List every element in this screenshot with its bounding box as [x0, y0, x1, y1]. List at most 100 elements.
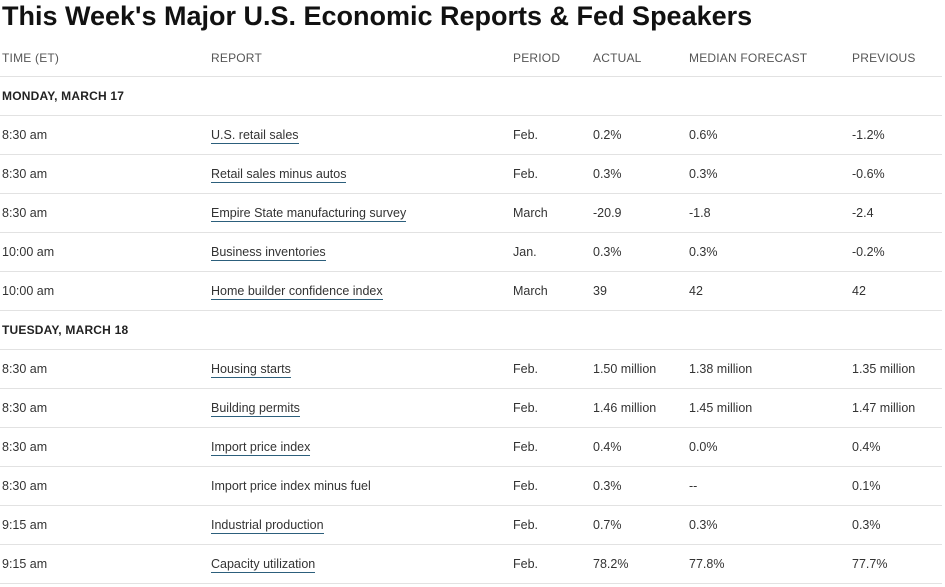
actual-cell: 0.4% [591, 427, 687, 467]
period-cell: March [511, 271, 591, 311]
report-link[interactable]: U.S. retail sales [211, 127, 299, 144]
header-period: PERIOD [511, 40, 591, 77]
median-forecast-cell: 0.0% [687, 427, 850, 467]
period-cell: Feb. [511, 505, 591, 545]
time-cell: 8:30 am [0, 427, 209, 467]
header-actual: ACTUAL [591, 40, 687, 77]
report-cell: Import price index [209, 427, 511, 467]
header-median-forecast: MEDIAN FORECAST [687, 40, 850, 77]
previous-cell: 77.7% [850, 544, 942, 584]
report-cell: Capacity utilization [209, 544, 511, 584]
day-header-row: MONDAY, MARCH 17 [0, 76, 942, 116]
time-cell: 9:15 am [0, 544, 209, 584]
median-forecast-cell: 0.3% [687, 154, 850, 194]
median-forecast-cell: 42 [687, 271, 850, 311]
time-cell: 9:15 am [0, 505, 209, 545]
actual-cell: 0.3% [591, 154, 687, 194]
median-forecast-cell: 77.8% [687, 544, 850, 584]
report-link[interactable]: Building permits [211, 400, 300, 417]
time-cell: 8:30 am [0, 388, 209, 428]
table-row: 9:15 am Industrial production Feb. 0.7% 0.3%… [0, 505, 942, 545]
time-cell: 8:30 am [0, 154, 209, 194]
actual-cell: 1.46 million [591, 388, 687, 428]
period-cell: Feb. [511, 154, 591, 194]
header-time: TIME (ET) [0, 40, 209, 77]
table-row: 8:30 am Import price index minus fuel Feb.… [0, 466, 942, 506]
time-cell: 10:00 am [0, 232, 209, 272]
reports-table: TIME (ET) REPORT PERIOD ACTUAL MEDIAN FO… [0, 40, 942, 584]
actual-cell: 78.2% [591, 544, 687, 584]
report-name: Import price index minus fuel [211, 478, 371, 493]
actual-cell: 0.7% [591, 505, 687, 545]
actual-cell: 1.50 million [591, 349, 687, 389]
day-header-row: TUESDAY, MARCH 18 [0, 310, 942, 350]
period-cell: March [511, 193, 591, 233]
actual-cell: 0.3% [591, 466, 687, 506]
table-row: 8:30 am Housing starts Feb. 1.50 million 1.3… [0, 349, 942, 389]
period-cell: Feb. [511, 466, 591, 506]
previous-cell: -0.2% [850, 232, 942, 272]
header-report: REPORT [209, 40, 511, 77]
previous-cell: 0.4% [850, 427, 942, 467]
time-cell: 8:30 am [0, 466, 209, 506]
table-row: 10:00 am Home builder confidence index Mar… [0, 271, 942, 311]
table-row: 9:15 am Capacity utilization Feb. 78.2% 77.8… [0, 544, 942, 584]
period-cell: Feb. [511, 115, 591, 155]
table-header: TIME (ET) REPORT PERIOD ACTUAL MEDIAN FO… [0, 40, 942, 77]
header-previous: PREVIOUS [850, 40, 942, 77]
report-link[interactable]: Business inventories [211, 244, 326, 261]
report-link[interactable]: Import price index [211, 439, 311, 456]
report-cell: Empire State manufacturing survey [209, 193, 511, 233]
actual-cell: 0.3% [591, 232, 687, 272]
actual-cell: -20.9 [591, 193, 687, 233]
previous-cell: -1.2% [850, 115, 942, 155]
period-cell: Jan. [511, 232, 591, 272]
report-cell: Import price index minus fuel [209, 466, 511, 506]
report-cell: Housing starts [209, 349, 511, 389]
previous-cell: 1.35 million [850, 349, 942, 389]
report-cell: Business inventories [209, 232, 511, 272]
report-cell: Building permits [209, 388, 511, 428]
time-cell: 10:00 am [0, 271, 209, 311]
period-cell: Feb. [511, 544, 591, 584]
median-forecast-cell: 0.3% [687, 232, 850, 272]
previous-cell: 0.1% [850, 466, 942, 506]
median-forecast-cell: 0.6% [687, 115, 850, 155]
day-label: MONDAY, MARCH 17 [0, 76, 942, 116]
table-row: 8:30 am Building permits Feb. 1.46 million 1… [0, 388, 942, 428]
table-body: MONDAY, MARCH 17 8:30 am U.S. retail sales… [0, 76, 942, 584]
report-cell: U.S. retail sales [209, 115, 511, 155]
report-link[interactable]: Industrial production [211, 517, 324, 534]
time-cell: 8:30 am [0, 193, 209, 233]
report-cell: Home builder confidence index [209, 271, 511, 311]
day-label: TUESDAY, MARCH 18 [0, 310, 942, 350]
report-link[interactable]: Retail sales minus autos [211, 166, 347, 183]
header-row: TIME (ET) REPORT PERIOD ACTUAL MEDIAN FO… [0, 40, 942, 77]
table-row: 8:30 am Empire State manufacturing survey… [0, 193, 942, 233]
report-link[interactable]: Home builder confidence index [211, 283, 383, 300]
median-forecast-cell: 0.3% [687, 505, 850, 545]
previous-cell: -2.4 [850, 193, 942, 233]
time-cell: 8:30 am [0, 115, 209, 155]
report-cell: Industrial production [209, 505, 511, 545]
page-title: This Week's Major U.S. Economic Reports … [2, 1, 753, 31]
period-cell: Feb. [511, 388, 591, 428]
report-link[interactable]: Empire State manufacturing survey [211, 205, 407, 222]
period-cell: Feb. [511, 427, 591, 467]
actual-cell: 0.2% [591, 115, 687, 155]
median-forecast-cell: -- [687, 466, 850, 506]
median-forecast-cell: 1.38 million [687, 349, 850, 389]
previous-cell: 42 [850, 271, 942, 311]
table-row: 8:30 am Import price index Feb. 0.4% 0.0% 0.4… [0, 427, 942, 467]
report-link[interactable]: Capacity utilization [211, 556, 316, 573]
median-forecast-cell: -1.8 [687, 193, 850, 233]
report-link[interactable]: Housing starts [211, 361, 291, 378]
actual-cell: 39 [591, 271, 687, 311]
time-cell: 8:30 am [0, 349, 209, 389]
previous-cell: 0.3% [850, 505, 942, 545]
median-forecast-cell: 1.45 million [687, 388, 850, 428]
table-row: 10:00 am Business inventories Jan. 0.3% 0.3%… [0, 232, 942, 272]
report-cell: Retail sales minus autos [209, 154, 511, 194]
previous-cell: -0.6% [850, 154, 942, 194]
